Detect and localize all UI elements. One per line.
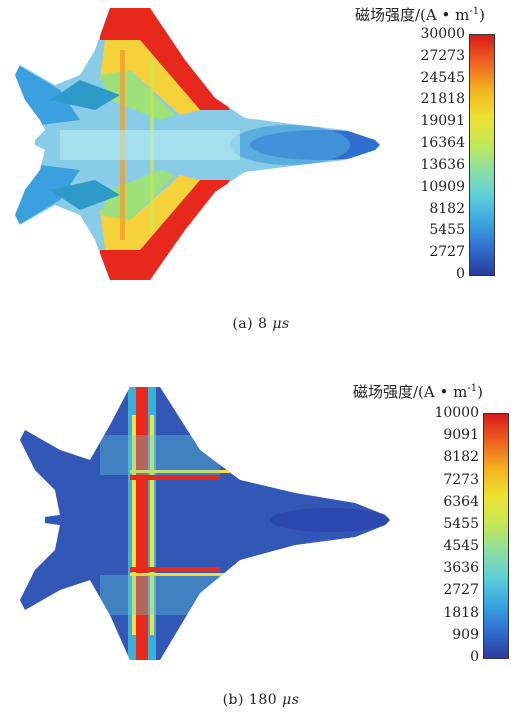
- colorbar-tick-label: 24545: [420, 69, 465, 86]
- caption-a: (a) 8 μs: [0, 316, 522, 332]
- colorbar-tick-label: 0: [470, 649, 479, 665]
- panel-a: 磁场强度/(A • m-1) 30000 27273 24545 21818 19091…: [0, 0, 522, 340]
- colorbar-tick-label: 21818: [420, 91, 465, 108]
- colorbar-tick-label: 909: [452, 626, 479, 643]
- colorbar-tick-label: 1818: [443, 604, 479, 621]
- legend-title-main: 磁场强度/(A • m: [353, 383, 468, 401]
- colorbar-tick-label: 10909: [420, 178, 465, 195]
- colorbar-tick-label: 7273: [443, 471, 479, 488]
- caption-b: (b) 180 μs: [0, 692, 522, 708]
- colorbar-tick-label: 6364: [443, 493, 479, 510]
- colorbar-tick-label: 3636: [443, 560, 479, 577]
- legend-title-b: 磁场强度/(A • m-1): [353, 381, 483, 402]
- colorbar-tick-label: 8182: [443, 449, 479, 466]
- legend-title-end: ): [477, 383, 483, 401]
- legend-title-sup: -1: [469, 6, 480, 17]
- colorbar-tick-label: 19091: [420, 113, 465, 130]
- colorbar-b: [483, 413, 509, 659]
- caption-b-label: (b) 180: [222, 692, 283, 708]
- caption-b-unit: μs: [282, 692, 300, 708]
- colorbar-tick-label: 30000: [420, 26, 465, 42]
- colorbar-tick-label: 0: [456, 266, 465, 282]
- colorbar-tick-label: 27273: [420, 47, 465, 64]
- colorbar-a: [469, 34, 495, 276]
- legend-title-end: ): [479, 6, 485, 24]
- field-plot-a: [15, 8, 380, 280]
- field-plot-b: [20, 387, 390, 660]
- caption-a-label: (a) 8: [232, 316, 273, 332]
- colorbar-tick-label: 2727: [429, 244, 465, 261]
- colorbar-tick-label: 5455: [429, 222, 465, 239]
- colorbar-tick-label: 10000: [434, 405, 479, 421]
- colorbar-tick-label: 13636: [420, 156, 465, 173]
- colorbar-tick-label: 9091: [443, 427, 479, 444]
- caption-a-unit: μs: [272, 316, 290, 332]
- legend-title-sup: -1: [467, 383, 478, 394]
- colorbar-tick-label: 4545: [443, 538, 479, 555]
- colorbar-tick-label: 2727: [443, 582, 479, 599]
- colorbar-tick-label: 5455: [443, 515, 479, 532]
- panel-b: 磁场强度/(A • m-1) 10000 9091 8182 7273 6364 5455…: [0, 375, 522, 716]
- legend-title-a: 磁场强度/(A • m-1): [355, 4, 485, 25]
- colorbar-tick-label: 16364: [420, 135, 465, 152]
- legend-title-main: 磁场强度/(A • m: [355, 6, 470, 24]
- colorbar-tick-label: 8182: [429, 200, 465, 217]
